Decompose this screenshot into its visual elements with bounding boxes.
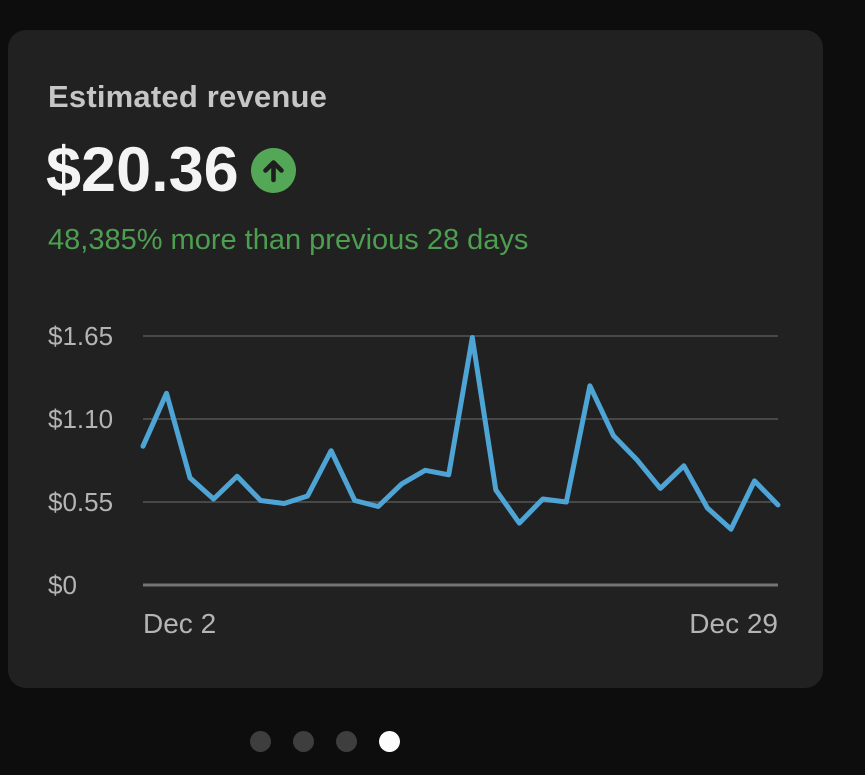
carousel-dot[interactable] xyxy=(293,731,314,752)
metric-value: $20.36 xyxy=(46,135,239,205)
card-title: Estimated revenue xyxy=(48,79,328,114)
carousel-dot[interactable] xyxy=(379,731,400,752)
x-axis-label-start: Dec 2 xyxy=(143,608,217,639)
x-axis-label-end: Dec 29 xyxy=(689,608,778,639)
y-axis-tick-label: $1.10 xyxy=(48,404,114,434)
revenue-line-series xyxy=(140,335,781,532)
carousel-dots xyxy=(250,731,400,752)
y-axis-tick-label: $0 xyxy=(48,570,77,600)
metric-value-row: $20.36 xyxy=(46,139,296,202)
y-axis-tick-label: $1.65 xyxy=(48,321,114,351)
estimated-revenue-card[interactable]: Estimated revenue $20.36 48,385% more th… xyxy=(8,30,823,688)
y-axis-tick-label: $0.55 xyxy=(48,487,114,517)
revenue-line-chart xyxy=(140,335,781,587)
carousel-dot[interactable] xyxy=(250,731,271,752)
metric-change-text: 48,385% more than previous 28 days xyxy=(48,224,529,256)
trend-up-icon xyxy=(250,148,296,193)
carousel-dot[interactable] xyxy=(336,731,357,752)
